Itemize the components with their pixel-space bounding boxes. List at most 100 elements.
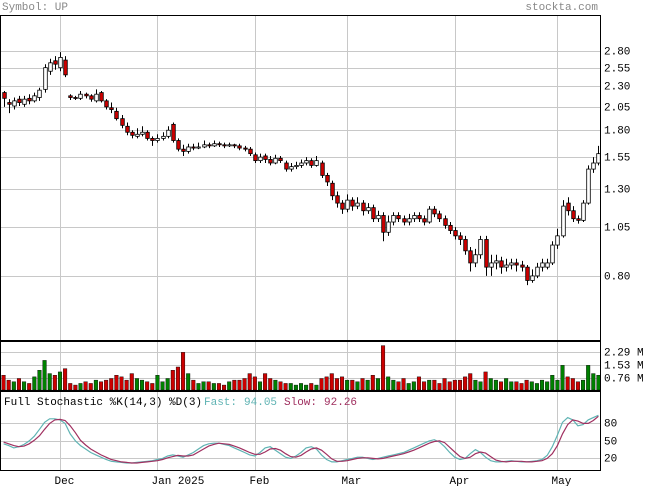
- y-tick-label: 0.76 M: [604, 373, 644, 385]
- volume-bar: [314, 384, 319, 391]
- candle-body: [530, 275, 535, 281]
- candle-body: [417, 215, 422, 220]
- y-tick-label: 2.80: [604, 46, 630, 58]
- candle-body: [140, 131, 145, 135]
- candle-body: [550, 244, 555, 264]
- volume-bar: [406, 383, 411, 391]
- volume-bar: [550, 375, 555, 391]
- volume-panel-frame: [0, 341, 601, 391]
- volume-bar: [124, 379, 129, 391]
- candle-body: [335, 195, 340, 204]
- candle-body: [207, 144, 212, 147]
- candle-body: [361, 202, 366, 212]
- candle-body: [73, 97, 78, 99]
- volume-bar: [324, 376, 329, 391]
- volume-bar: [432, 379, 437, 391]
- candle-body: [68, 95, 73, 98]
- stochastic-panel-frame: [0, 391, 601, 471]
- candle-body: [7, 102, 12, 105]
- candle-body: [340, 202, 345, 210]
- candle-body: [561, 205, 566, 237]
- volume-bar: [16, 378, 21, 391]
- volume-bar: [99, 381, 103, 391]
- volume-bar: [534, 383, 539, 391]
- candle-body: [391, 215, 396, 223]
- volume-bar: [288, 383, 293, 391]
- volume-bar: [211, 383, 216, 391]
- volume-bar: [104, 379, 109, 391]
- volume-bar: [1, 375, 6, 391]
- volume-bar: [575, 381, 580, 391]
- candle-body: [540, 262, 545, 268]
- volume-bar: [422, 381, 427, 391]
- legend-value: 92.26: [324, 397, 357, 409]
- candle-body: [499, 260, 504, 268]
- volume-bar: [365, 379, 370, 391]
- volume-bar: [283, 383, 288, 391]
- candle-body: [217, 143, 222, 146]
- stochastic-title: Full Stochastic %K(14,3) %D(3): [4, 397, 202, 409]
- volume-bar: [345, 379, 350, 391]
- candle-body: [161, 135, 166, 139]
- candle-body: [381, 215, 386, 233]
- volume-bar: [42, 360, 47, 391]
- candle-body: [166, 129, 171, 137]
- candle-body: [43, 67, 48, 90]
- candle-body: [104, 100, 109, 108]
- candle-body: [232, 144, 237, 147]
- y-tick-label: 1.80: [604, 125, 630, 137]
- volume-bar: [6, 379, 11, 391]
- candle-body: [222, 144, 227, 147]
- volume-bar: [360, 378, 365, 391]
- volume-bar: [329, 373, 334, 391]
- volume-bar: [447, 381, 452, 391]
- volume-bar: [488, 378, 493, 391]
- volume-bar: [514, 381, 519, 391]
- volume-bar: [191, 379, 196, 391]
- volume-bar: [524, 379, 529, 391]
- volume-bar: [93, 379, 98, 391]
- source-label: stockta.com: [525, 2, 598, 14]
- volume-bar: [396, 381, 401, 391]
- volume-bar: [427, 379, 432, 391]
- candle-body: [37, 89, 42, 98]
- volume-bar: [114, 375, 119, 391]
- candle-body: [125, 125, 130, 133]
- candle-body: [581, 202, 586, 221]
- candle-body: [458, 235, 463, 240]
- volume-bar: [257, 381, 262, 391]
- volume-bar: [596, 375, 601, 391]
- stochastic-line: [3, 414, 599, 464]
- volume-bar: [499, 381, 503, 391]
- candle-body: [145, 131, 150, 139]
- y-tick-label: 50: [604, 436, 617, 448]
- candle-body: [596, 153, 601, 164]
- stochastic-line: [3, 415, 599, 464]
- volume-bar: [11, 381, 16, 391]
- candle-body: [586, 168, 591, 204]
- candle-body: [545, 262, 550, 268]
- x-tick-label: Feb: [250, 476, 270, 486]
- candle-body: [427, 208, 432, 223]
- candle-body: [422, 218, 427, 223]
- candle-body: [171, 123, 176, 141]
- y-tick-label: 1.05: [604, 222, 630, 234]
- candle-body: [78, 93, 83, 99]
- volume-bar: [52, 375, 57, 391]
- y-tick-label: 0.80: [604, 271, 630, 283]
- volume-bar: [78, 383, 83, 391]
- volume-bar: [165, 378, 170, 391]
- volume-bar: [27, 383, 32, 391]
- volume-bar: [478, 381, 483, 391]
- volume-bar: [186, 373, 191, 391]
- volume-bar: [463, 376, 468, 391]
- volume-bar: [227, 381, 232, 391]
- volume-bar: [273, 379, 278, 391]
- candle-body: [120, 118, 125, 126]
- volume-bar: [545, 381, 550, 391]
- candle-body: [89, 95, 94, 100]
- volume-bar: [119, 376, 124, 391]
- candle-body: [412, 215, 417, 220]
- candle-body: [520, 264, 525, 268]
